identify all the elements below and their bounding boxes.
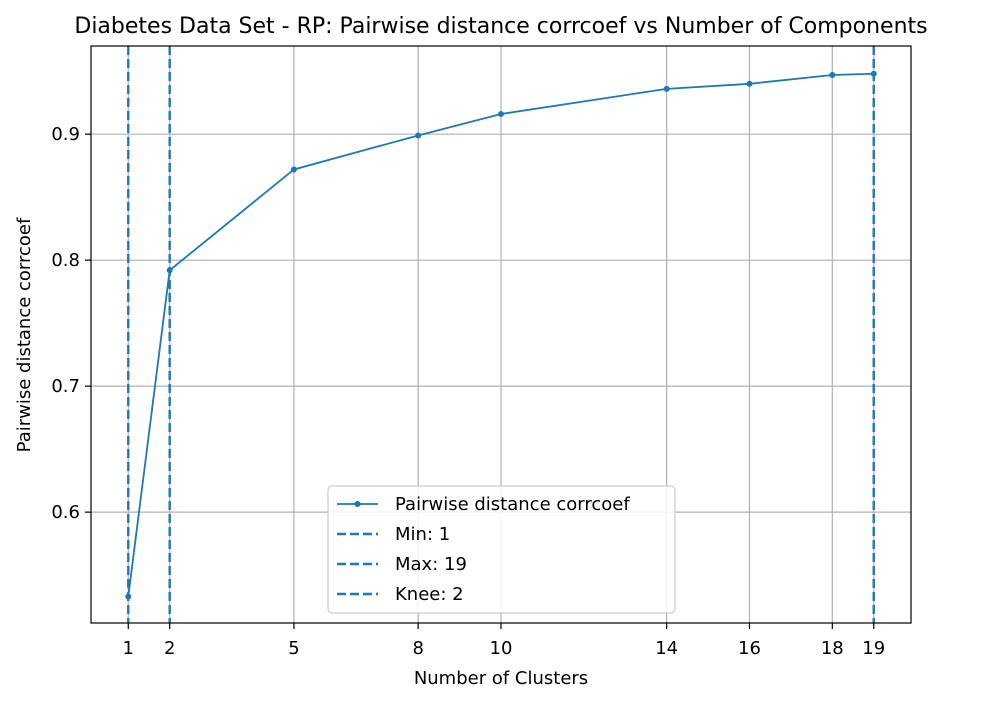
y-axis-ticks: 0.6 0.7 0.8 0.9 bbox=[51, 124, 91, 523]
data-point bbox=[870, 70, 877, 77]
legend-swatch-marker bbox=[354, 501, 361, 507]
y-tick-label: 0.8 bbox=[51, 250, 80, 271]
y-axis-label: Pairwise distance corrcoef bbox=[14, 217, 35, 452]
legend-label: Min: 1 bbox=[395, 524, 450, 545]
data-point bbox=[415, 132, 422, 139]
x-tick-label: 1 bbox=[123, 638, 134, 659]
x-tick-label: 19 bbox=[862, 638, 885, 659]
legend-label: Knee: 2 bbox=[395, 584, 464, 605]
legend-label: Pairwise distance corrcoef bbox=[395, 494, 630, 515]
legend: Pairwise distance corrcoef Min: 1 Max: 19 K… bbox=[327, 485, 676, 614]
data-point bbox=[829, 71, 836, 78]
data-point bbox=[663, 85, 670, 92]
x-tick-label: 10 bbox=[490, 638, 513, 659]
data-point bbox=[498, 111, 504, 118]
y-tick-label: 0.6 bbox=[51, 502, 80, 523]
x-tick-label: 16 bbox=[738, 638, 761, 659]
data-point bbox=[166, 267, 173, 274]
data-series bbox=[125, 70, 877, 600]
x-tick-label: 14 bbox=[655, 638, 678, 659]
x-axis-label: Number of Clusters bbox=[414, 668, 588, 689]
data-point bbox=[746, 80, 753, 87]
y-tick-label: 0.7 bbox=[51, 376, 80, 397]
reference-lines bbox=[127, 46, 875, 623]
data-point bbox=[290, 166, 297, 173]
legend-box bbox=[327, 485, 676, 614]
y-tick-label: 0.9 bbox=[51, 124, 80, 145]
x-tick-label: 8 bbox=[412, 638, 423, 659]
x-tick-label: 5 bbox=[288, 638, 299, 659]
data-point bbox=[125, 593, 132, 600]
x-tick-label: 2 bbox=[164, 638, 175, 659]
x-tick-label: 18 bbox=[821, 638, 844, 659]
chart-title: Diabetes Data Set - RP: Pairwise distanc… bbox=[74, 14, 927, 39]
x-axis-ticks: 1 2 5 8 10 14 16 18 19 bbox=[123, 623, 885, 659]
legend-label: Max: 19 bbox=[395, 554, 467, 575]
